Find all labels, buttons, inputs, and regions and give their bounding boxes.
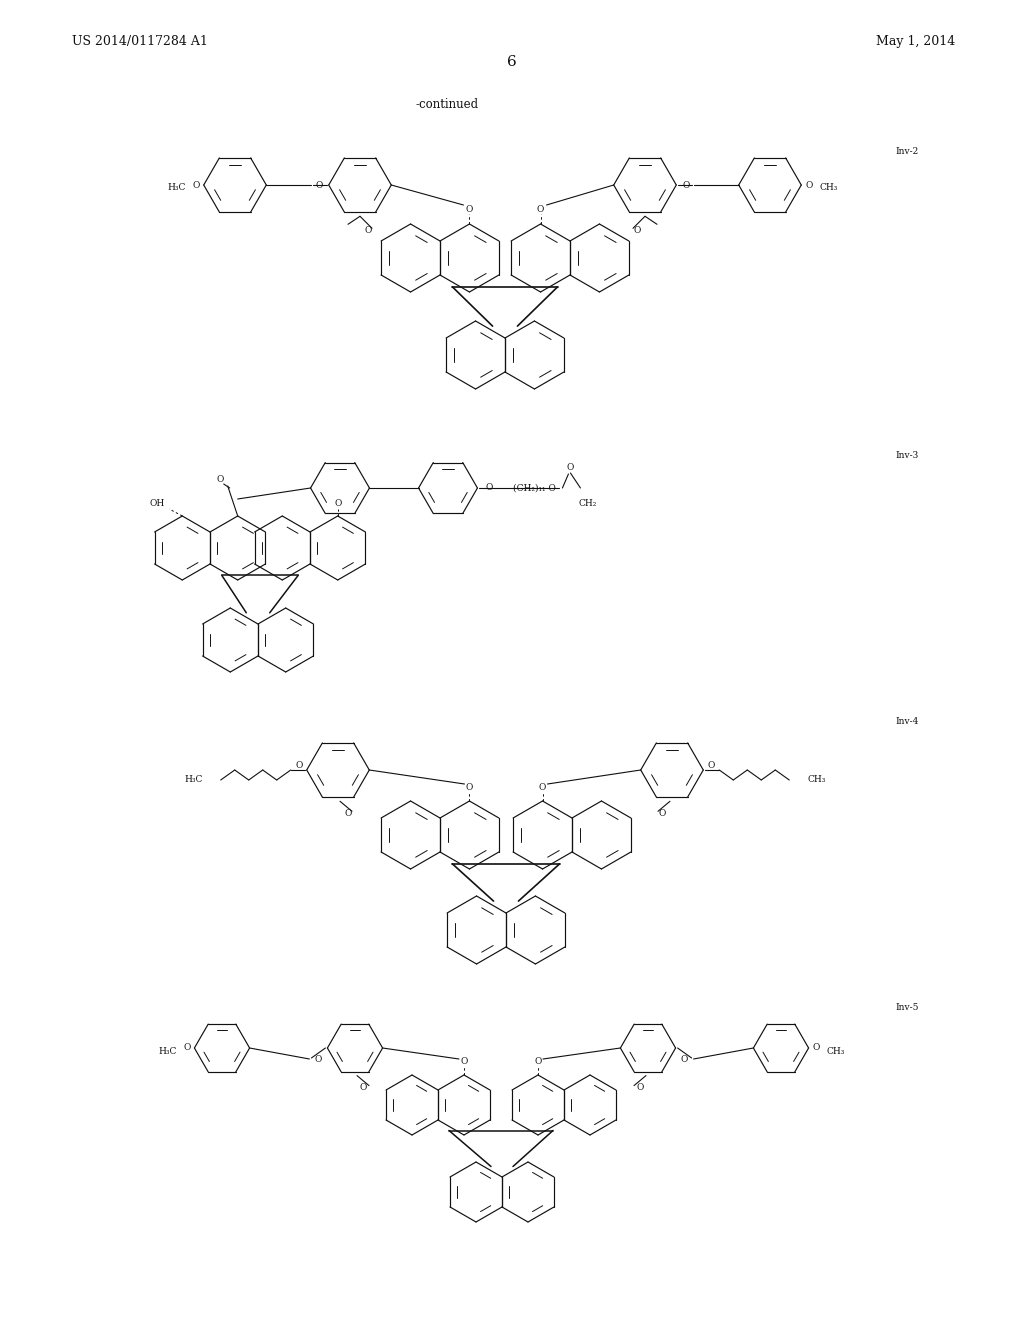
Text: 6: 6 xyxy=(507,55,517,69)
Text: CH₃: CH₃ xyxy=(819,183,838,193)
Text: O: O xyxy=(485,483,493,492)
Text: Inv-4: Inv-4 xyxy=(895,718,919,726)
Text: O: O xyxy=(683,181,690,190)
Text: OH: OH xyxy=(150,499,165,508)
Text: Inv-5: Inv-5 xyxy=(895,1003,919,1012)
Text: O: O xyxy=(193,181,200,190)
Text: O: O xyxy=(805,181,813,190)
Text: H₃C: H₃C xyxy=(167,183,185,193)
Text: -(CH₂)₁₁-O-: -(CH₂)₁₁-O- xyxy=(511,483,560,492)
Text: H₃C: H₃C xyxy=(184,776,203,784)
Text: Inv-2: Inv-2 xyxy=(895,148,919,157)
Text: O: O xyxy=(466,205,473,214)
Text: O: O xyxy=(708,760,715,770)
Text: Inv-3: Inv-3 xyxy=(895,450,919,459)
Text: O: O xyxy=(315,181,323,190)
Text: O: O xyxy=(216,475,223,484)
Text: O: O xyxy=(681,1056,688,1064)
Text: O: O xyxy=(636,1084,644,1092)
Text: CH₃: CH₃ xyxy=(826,1047,845,1056)
Text: O: O xyxy=(535,1057,542,1067)
Text: O: O xyxy=(183,1044,190,1052)
Text: O: O xyxy=(466,783,473,792)
Text: O: O xyxy=(658,809,666,818)
Text: O: O xyxy=(359,1084,367,1092)
Text: CH₃: CH₃ xyxy=(807,776,825,784)
Text: O: O xyxy=(344,809,351,818)
Text: O: O xyxy=(295,760,302,770)
Text: May 1, 2014: May 1, 2014 xyxy=(876,36,955,49)
Text: CH₂: CH₂ xyxy=(579,499,597,507)
Text: O: O xyxy=(314,1056,323,1064)
Text: O: O xyxy=(334,499,341,508)
Text: -continued: -continued xyxy=(415,99,478,111)
Text: O: O xyxy=(461,1057,468,1067)
Text: O: O xyxy=(539,783,546,792)
Text: US 2014/0117284 A1: US 2014/0117284 A1 xyxy=(72,36,208,49)
Text: O: O xyxy=(633,226,641,235)
Text: O: O xyxy=(813,1044,820,1052)
Text: O: O xyxy=(537,205,544,214)
Text: O: O xyxy=(365,226,372,235)
Text: H₃C: H₃C xyxy=(158,1047,176,1056)
Text: O: O xyxy=(566,463,574,473)
